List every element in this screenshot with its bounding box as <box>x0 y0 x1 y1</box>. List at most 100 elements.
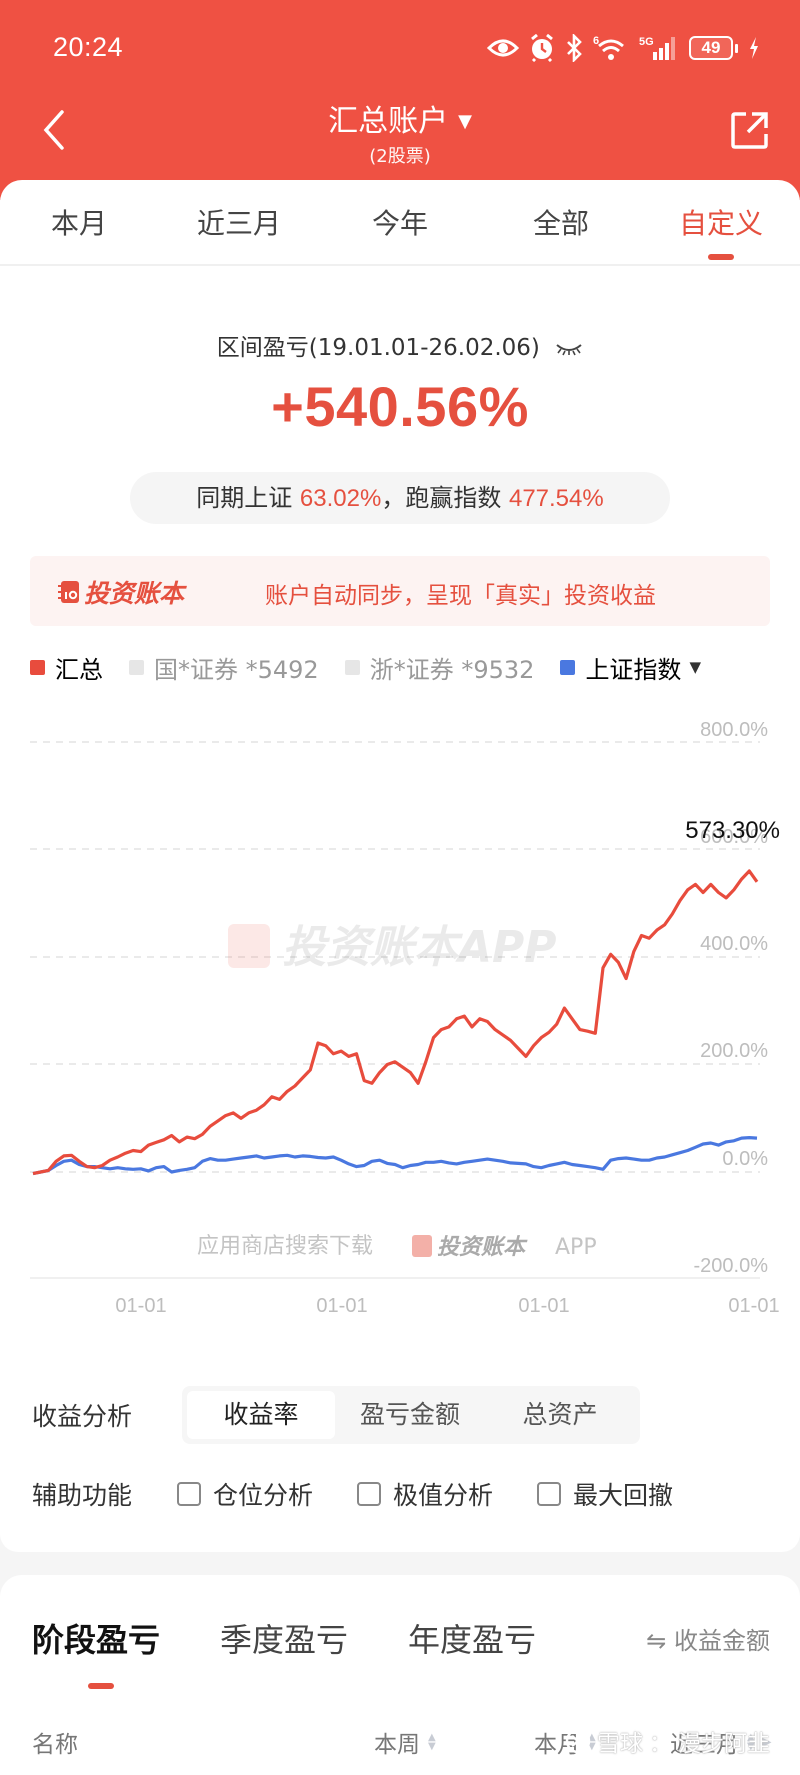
status-icons: 6 5G 49 <box>487 34 760 62</box>
y-tick-label: 0.0% <box>722 1148 768 1170</box>
option-return-rate[interactable]: 收益率 <box>187 1391 335 1439</box>
promo-text: 账户自动同步，呈现「真实」投资收益 <box>265 583 656 609</box>
checkbox-icon <box>537 1482 562 1506</box>
legend-account-5492[interactable]: 国*证券 *5492 <box>129 650 319 685</box>
alarm-icon <box>531 34 553 62</box>
5g-signal-icon: 5G <box>639 36 675 60</box>
sort-icon: ▲ ▼ <box>588 1732 596 1752</box>
battery-level: 49 <box>689 36 733 60</box>
xueqiu-logo-icon <box>565 1728 591 1754</box>
aux-row: 辅助功能 仓位分析 极值分析 最大回撤 <box>32 1476 717 1512</box>
col-this-week[interactable]: 本周 ▲ ▼ <box>374 1725 436 1759</box>
total-return: +540.56% <box>271 375 529 438</box>
legend-label: 浙*证券 *9532 <box>369 655 535 684</box>
tab-this-month[interactable]: 本月 <box>50 207 108 240</box>
account-title: 汇总账户 <box>328 104 449 139</box>
chevron-right-icon[interactable]: ▶ <box>760 1734 772 1750</box>
watermark-suffix: APP <box>555 1235 597 1260</box>
promo-banner[interactable]: 投资账本 账户自动同步，呈现「真实」投资收益 <box>30 556 770 626</box>
legend-total[interactable]: 汇总 <box>30 650 103 685</box>
col-label: 名称 <box>32 1732 78 1758</box>
watermark-brand: 投资账本 <box>437 1235 528 1260</box>
end-value-label: 573.30% <box>685 817 780 844</box>
charging-icon <box>750 37 758 59</box>
range-label: 区间盈亏(19.01.01-26.02.06) <box>0 328 800 362</box>
checkbox-position-analysis[interactable]: 仓位分析 <box>177 1476 313 1512</box>
bottom-watermark: 应用商店搜索下载 投资账本 APP <box>197 1234 597 1260</box>
x-axis-labels: 01-01 01-01 01-01 01-01 <box>115 1295 779 1317</box>
legend-label: 汇总 <box>55 655 103 684</box>
xueqiu-watermark: 雪球：漫步阿韭 <box>565 1724 770 1758</box>
y-tick-label: 400.0% <box>700 933 768 955</box>
legend-account-9532[interactable]: 浙*证券 *9532 <box>344 650 535 685</box>
x-tick-label: 01-01 <box>316 1295 367 1317</box>
checkbox-max-drawdown[interactable]: 最大回撤 <box>537 1476 673 1512</box>
index-return: 63.02% <box>299 485 382 512</box>
tab-period-pnl[interactable]: 阶段盈亏 <box>32 1621 161 1659</box>
legend-swatch <box>344 659 360 675</box>
toggle-amount-button[interactable]: ⇋ 收益金额 <box>646 1621 770 1656</box>
option-total-assets[interactable]: 总资产 <box>522 1400 598 1429</box>
tab-custom[interactable]: 自定义 <box>678 207 764 240</box>
legend-index-selector[interactable]: 上证指数 ▼ <box>560 650 701 685</box>
range-text: 区间盈亏(19.01.01-26.02.06) <box>216 335 540 361</box>
svg-text:5G: 5G <box>639 36 654 48</box>
tab-yearly-pnl[interactable]: 年度盈亏 <box>408 1621 537 1659</box>
col-three-months[interactable]: 近三月 ▲ ▼ ▶ <box>670 1725 771 1759</box>
total-line <box>32 869 759 1176</box>
checkbox-icon <box>357 1482 382 1506</box>
y-tick-label: 200.0% <box>700 1040 768 1062</box>
account-selector[interactable]: 汇总账户 ▼ <box>0 96 800 140</box>
return-chart[interactable]: 800.0% 600.0% 400.0% 200.0% 0.0% -200.0%… <box>0 700 800 1500</box>
dropdown-caret-icon: ▼ <box>458 111 472 132</box>
watermark-author: 漫步阿韭 <box>678 1731 770 1757</box>
tab-last-three-months[interactable]: 近三月 <box>196 207 282 240</box>
battery-icon: 49 <box>689 36 738 60</box>
bluetooth-icon <box>567 34 582 62</box>
active-tab-indicator <box>708 254 734 260</box>
index-line <box>32 1135 758 1176</box>
watermark-prefix: 应用商店搜索下载 <box>197 1234 373 1259</box>
sort-icon: ▲ ▼ <box>428 1732 436 1752</box>
outperform-value: 477.54% <box>508 485 604 512</box>
compare-mid: ，跑赢指数 <box>381 484 502 512</box>
analysis-segmented-control: 收益率 盈亏金额 总资产 <box>182 1386 640 1444</box>
ledger-logo-icon <box>58 581 79 603</box>
account-subtitle: (2股票) <box>369 146 431 167</box>
svg-text:6: 6 <box>593 35 599 47</box>
tab-this-year[interactable]: 今年 <box>371 207 429 240</box>
toggle-amount-label: 收益金额 <box>674 1627 770 1655</box>
pnl-card: 阶段盈亏 季度盈亏 年度盈亏 ⇋ 收益金额 名称 本周 ▲ ▼ 本月 ▲ ▼ 近三月 ▲ ▼… <box>0 1575 800 1775</box>
checkbox-icon <box>177 1482 201 1506</box>
eye-closed-icon[interactable] <box>555 341 583 357</box>
dropdown-caret-icon: ▼ <box>689 658 701 676</box>
tab-quarterly-pnl[interactable]: 季度盈亏 <box>220 1621 349 1659</box>
option-pnl-amount[interactable]: 盈亏金额 <box>359 1400 460 1429</box>
checkbox-extreme-analysis[interactable]: 极值分析 <box>357 1476 493 1512</box>
checkbox-label: 仓位分析 <box>213 1481 314 1510</box>
watermark-brand: 雪球 <box>597 1731 643 1757</box>
period-tabs: 本月 近三月 今年 全部 自定义 <box>0 180 800 266</box>
sort-icon: ▲ ▼ <box>747 1732 755 1752</box>
checkbox-label: 最大回撤 <box>573 1481 674 1510</box>
y-tick-label: 800.0% <box>700 719 768 741</box>
center-watermark <box>228 924 270 968</box>
promo-brand: 投资账本 <box>58 574 184 610</box>
main-card: 本月 近三月 今年 全部 自定义 区间盈亏(19.01.01-26.02.06)… <box>0 180 800 1552</box>
analysis-row: 收益分析 收益率 盈亏金额 总资产 <box>32 1386 640 1444</box>
swap-icon: ⇋ <box>646 1627 674 1655</box>
status-time: 20:24 <box>53 32 124 62</box>
x-tick-label: 01-01 <box>728 1295 779 1317</box>
chart-legend: 汇总 国*证券 *5492 浙*证券 *9532 上证指数 ▼ <box>30 650 727 684</box>
col-name: 名称 <box>32 1725 78 1759</box>
legend-label: 国*证券 *5492 <box>154 655 319 684</box>
tab-all[interactable]: 全部 <box>532 207 590 240</box>
active-tab-indicator <box>88 1683 114 1689</box>
promo-brand-text: 投资账本 <box>84 579 185 608</box>
analysis-label: 收益分析 <box>32 1402 133 1431</box>
x-tick-label: 01-01 <box>115 1295 166 1317</box>
share-button[interactable] <box>730 110 770 150</box>
back-button[interactable] <box>40 108 70 152</box>
x-tick-label: 01-01 <box>518 1295 569 1317</box>
compare-prefix: 同期上证 <box>196 484 293 512</box>
